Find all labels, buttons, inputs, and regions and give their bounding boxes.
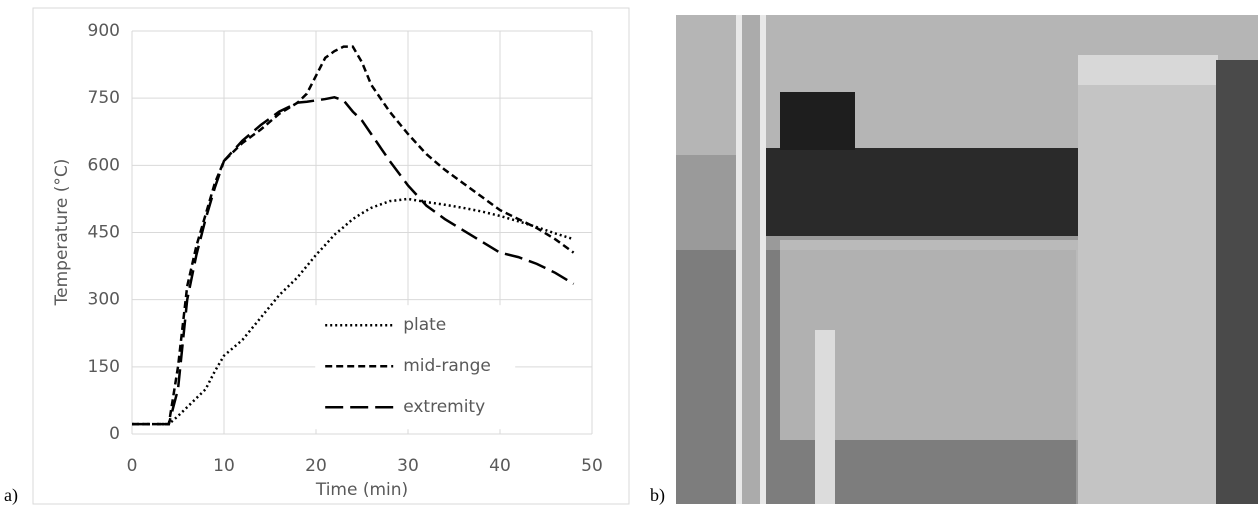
data-line xyxy=(132,45,575,426)
x-tick-label: 40 xyxy=(489,456,511,476)
legend-label: mid-range xyxy=(403,356,491,376)
y-tick-label: 450 xyxy=(88,223,120,243)
legend-label: plate xyxy=(403,315,446,335)
x-tick-label: 0 xyxy=(127,456,138,476)
panel-label: a) xyxy=(4,485,18,506)
y-tick-label: 750 xyxy=(88,88,120,108)
y-tick-label: 0 xyxy=(109,424,120,444)
y-tick-label: 900 xyxy=(88,21,120,41)
panel-label: b) xyxy=(650,485,665,506)
x-tick-label: 30 xyxy=(397,456,419,476)
legend-label: extremity xyxy=(403,397,485,417)
chart-frame xyxy=(32,7,630,505)
photo xyxy=(676,15,1258,504)
x-tick-label: 20 xyxy=(305,456,327,476)
y-tick-label: 150 xyxy=(88,357,120,377)
y-tick-label: 600 xyxy=(88,155,120,175)
x-axis-title: Time (min) xyxy=(315,480,408,500)
x-tick-label: 50 xyxy=(581,456,603,476)
x-tick-label: 10 xyxy=(213,456,235,476)
y-axis-title: Temperature (°C) xyxy=(52,159,72,307)
y-tick-label: 300 xyxy=(88,290,120,310)
data-line xyxy=(132,95,575,426)
